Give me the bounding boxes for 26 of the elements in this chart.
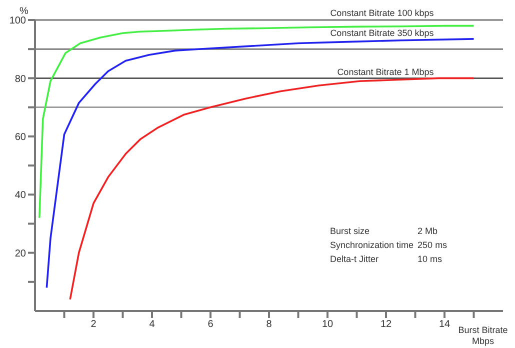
x-tick-label: 10: [322, 319, 334, 330]
annotation: 250 ms: [418, 240, 448, 252]
y-tick-label: 100: [9, 16, 26, 27]
y-axis-title: %: [20, 6, 29, 17]
x-tick-label: 2: [90, 319, 97, 330]
y-tick-label: 80: [14, 74, 26, 85]
series-label: Constant Bitrate 1 Mbps: [337, 67, 434, 78]
line-series: [38, 24, 475, 219]
annotation: Synchronization time: [330, 240, 415, 252]
annotation: 2 Mb: [418, 226, 439, 238]
line-series: [69, 77, 475, 300]
x-tick-label: 8: [266, 319, 272, 330]
annotation: 10 ms: [418, 254, 444, 266]
series-label: Constant Bitrate 100 kbps: [330, 8, 434, 18]
annotation: Delta-t Jitter: [330, 254, 380, 266]
x-tick-label: 6: [208, 319, 214, 330]
y-tick-label: 60: [14, 132, 26, 143]
x-tick-label: 4: [149, 319, 156, 330]
x-tick-label: 12: [380, 319, 392, 330]
y-tick-label: 40: [14, 190, 26, 202]
x-axis-title: Burst Bitrate Mbps: [458, 325, 508, 346]
x-tick-label: 14: [438, 319, 450, 330]
y-tick-label: 20: [14, 248, 26, 260]
line-series: [46, 38, 475, 289]
annotation: Burst size: [330, 226, 371, 238]
series-label: Constant Bitrate 350 kbps: [330, 28, 434, 38]
